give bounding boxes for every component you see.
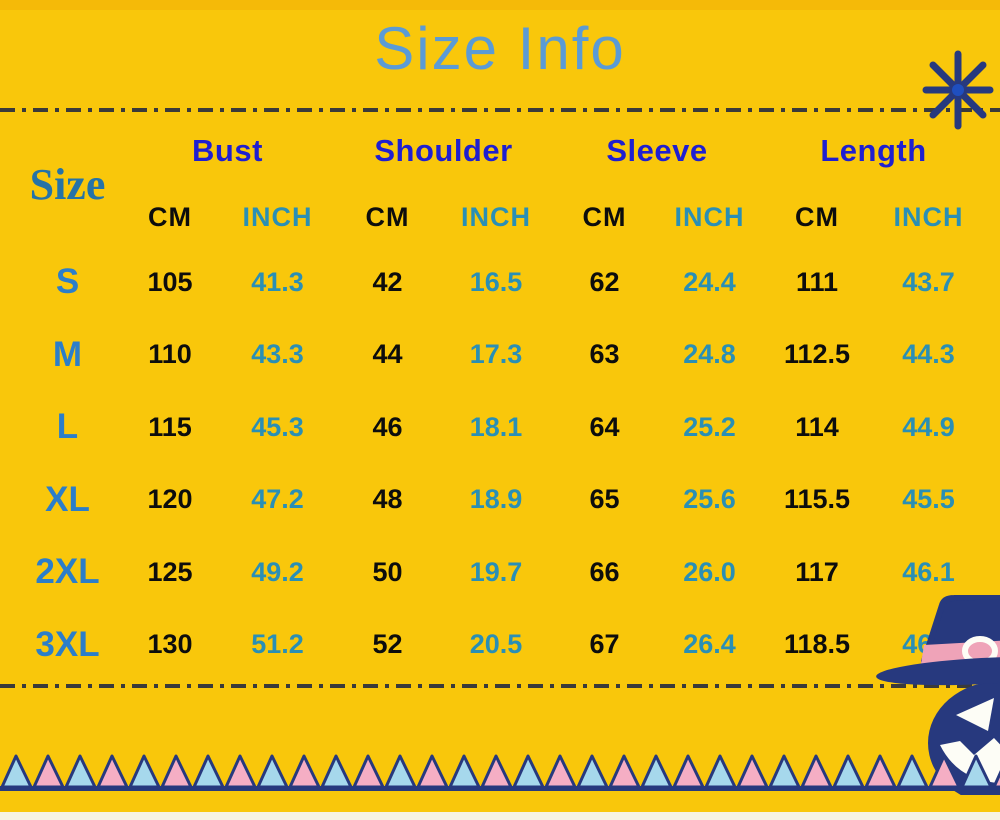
table-cell: 115 (148, 411, 192, 442)
table-cell: 18.9 (469, 484, 523, 515)
table-cell: 64 (589, 411, 620, 442)
unit-header-cm: CM (365, 201, 410, 232)
unit-header-cm: CM (148, 201, 192, 232)
table-cell: 20.5 (469, 629, 523, 660)
table-cell: 125 (147, 556, 193, 587)
unit-header-cm: CM (795, 201, 839, 232)
table-cell: 44 (372, 339, 403, 370)
table-cell: 44.9 (902, 411, 955, 442)
table-cell: 63 (589, 339, 620, 370)
column-group-sleeve: Sleeve (606, 133, 708, 168)
unit-header-inch: INCH (674, 201, 745, 232)
unit-header-inch: INCH (893, 201, 964, 232)
page-title: Size Info (374, 15, 626, 82)
table-cell: 48 (372, 484, 403, 515)
column-group-length: Length (820, 133, 927, 168)
table-cell: 18.1 (469, 411, 523, 442)
row-size-label: S (55, 262, 80, 302)
table-cell: 112.5 (783, 339, 851, 370)
table-cell: 105 (147, 266, 193, 297)
table-cell: 43.7 (902, 266, 955, 297)
table-cell: 42 (372, 266, 403, 297)
table-cell: 65 (589, 484, 620, 515)
table-cell: 52 (372, 629, 403, 660)
table-cell: 51.2 (251, 629, 304, 660)
table-cell: 19.7 (469, 556, 523, 587)
triangle-zigzag-border (0, 750, 1000, 792)
table-cell: 17.3 (469, 339, 523, 370)
row-size-label: 3XL (35, 624, 100, 664)
row-size-label: XL (45, 479, 90, 519)
table-cell: 110 (148, 339, 192, 370)
size-column-header: Size (29, 159, 106, 209)
table-cell: 50 (372, 556, 403, 587)
table-cell: 16.5 (469, 266, 523, 297)
table-cell: 47.2 (251, 484, 304, 515)
bottom-dash-divider (0, 684, 1000, 688)
row-size-label: L (56, 407, 79, 447)
table-cell: 120 (147, 484, 193, 515)
unit-header-cm: CM (582, 201, 627, 232)
row-size-label: M (52, 334, 83, 374)
table-cell: 49.2 (251, 556, 304, 587)
unit-header-inch: INCH (461, 201, 531, 232)
table-cell: 25.2 (683, 411, 736, 442)
table-cell: 43.3 (251, 339, 304, 370)
table-cell: 26.4 (683, 629, 736, 660)
top-border-strip (0, 0, 1000, 10)
star-burst-icon (922, 50, 994, 130)
table-cell: 130 (147, 629, 193, 660)
table-cell: 46 (372, 411, 403, 442)
table-cell: 45.5 (902, 484, 955, 515)
table-cell: 46.1 (902, 556, 955, 587)
unit-header-inch: INCH (242, 201, 313, 232)
table-cell: 117 (795, 556, 839, 587)
table-cell: 67 (589, 629, 620, 660)
top-dash-divider (0, 108, 1000, 112)
table-cell: 26.0 (683, 556, 736, 587)
table-cell: 115.5 (783, 484, 851, 515)
table-cell: 62 (589, 266, 620, 297)
size-table: Size Bust Shoulder Sleeve Length CM INCH… (15, 122, 985, 681)
bottom-border-strip (0, 812, 1000, 820)
table-cell: 66 (589, 556, 620, 587)
table-cell: 24.4 (683, 266, 736, 297)
table-cell: 111 (795, 266, 839, 297)
column-group-shoulder: Shoulder (374, 133, 513, 168)
table-cell: 118.5 (783, 629, 851, 660)
table-cell: 24.8 (683, 339, 736, 370)
table-cell: 45.3 (251, 411, 304, 442)
column-group-bust: Bust (192, 133, 263, 168)
table-cell: 114 (795, 411, 839, 442)
table-cell: 25.6 (683, 484, 736, 515)
table-cell: 41.3 (251, 266, 304, 297)
table-cell: 44.3 (902, 339, 955, 370)
row-size-label: 2XL (35, 552, 100, 592)
